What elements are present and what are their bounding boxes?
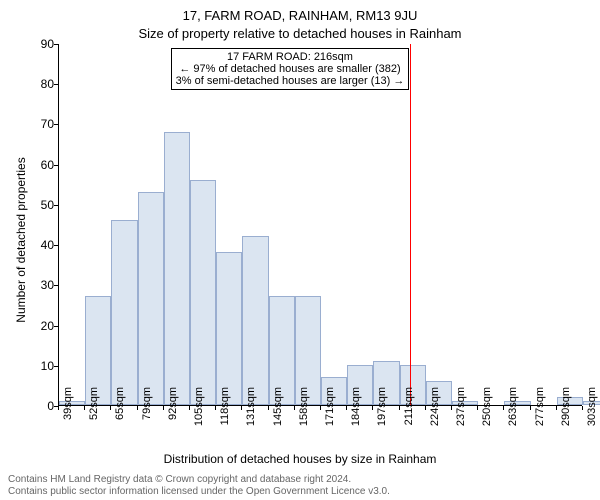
x-tick-label: 92sqm [167, 387, 179, 437]
x-tick-mark [425, 406, 426, 410]
x-tick-mark [189, 406, 190, 410]
x-tick-mark [503, 406, 504, 410]
x-tick-label: 290sqm [560, 387, 572, 437]
histogram-bar [190, 180, 216, 405]
x-tick-label: 131sqm [245, 387, 257, 437]
annotation-address: 17 FARM ROAD: 216sqm [176, 51, 405, 63]
x-tick-label: 158sqm [298, 387, 310, 437]
annotation-larger: 3% of semi-detached houses are larger (1… [176, 75, 405, 87]
y-tick-mark [54, 84, 58, 85]
x-tick-label: 277sqm [534, 387, 546, 437]
marker-line [410, 44, 411, 405]
x-tick-mark [556, 406, 557, 410]
x-tick-label: 118sqm [219, 387, 231, 437]
chart-title-address: 17, FARM ROAD, RAINHAM, RM13 9JU [0, 8, 600, 23]
x-tick-mark [268, 406, 269, 410]
x-tick-mark [294, 406, 295, 410]
y-tick-label: 50 [30, 198, 54, 212]
y-tick-mark [54, 165, 58, 166]
y-tick-mark [54, 124, 58, 125]
y-tick-label: 20 [30, 319, 54, 333]
y-tick-mark [54, 245, 58, 246]
plot-area: 17 FARM ROAD: 216sqm ← 97% of detached h… [58, 44, 582, 406]
y-tick-mark [54, 366, 58, 367]
y-tick-label: 60 [30, 158, 54, 172]
x-tick-label: 65sqm [114, 387, 126, 437]
x-tick-label: 184sqm [350, 387, 362, 437]
histogram-bar [216, 252, 242, 405]
x-tick-mark [451, 406, 452, 410]
x-tick-label: 303sqm [586, 387, 598, 437]
x-tick-label: 145sqm [272, 387, 284, 437]
y-tick-label: 90 [30, 37, 54, 51]
x-tick-label: 211sqm [403, 387, 415, 437]
footer-attribution: Contains HM Land Registry data © Crown c… [8, 474, 390, 498]
x-axis-label: Distribution of detached houses by size … [0, 452, 600, 466]
x-tick-mark [582, 406, 583, 410]
x-tick-label: 79sqm [141, 387, 153, 437]
y-tick-mark [54, 205, 58, 206]
y-axis-label: Number of detached properties [14, 140, 28, 340]
x-tick-mark [110, 406, 111, 410]
histogram-bar [242, 236, 270, 405]
x-tick-mark [84, 406, 85, 410]
x-tick-label: 52sqm [88, 387, 100, 437]
histogram-bar [164, 132, 190, 406]
y-tick-label: 70 [30, 117, 54, 131]
y-tick-label: 0 [30, 399, 54, 413]
y-tick-label: 40 [30, 238, 54, 252]
histogram-bar [138, 192, 164, 405]
x-tick-mark [137, 406, 138, 410]
x-tick-label: 263sqm [507, 387, 519, 437]
annotation-smaller: ← 97% of detached houses are smaller (38… [176, 63, 405, 75]
x-tick-label: 224sqm [429, 387, 441, 437]
x-tick-mark [215, 406, 216, 410]
x-tick-label: 237sqm [455, 387, 467, 437]
y-tick-mark [54, 326, 58, 327]
x-tick-mark [530, 406, 531, 410]
y-tick-mark [54, 44, 58, 45]
x-tick-mark [399, 406, 400, 410]
x-tick-mark [477, 406, 478, 410]
x-tick-mark [346, 406, 347, 410]
annotation-box: 17 FARM ROAD: 216sqm ← 97% of detached h… [171, 48, 410, 90]
x-tick-mark [372, 406, 373, 410]
x-tick-mark [58, 406, 59, 410]
x-tick-mark [163, 406, 164, 410]
chart-title-description: Size of property relative to detached ho… [0, 26, 600, 41]
histogram-bar [111, 220, 139, 405]
x-tick-mark [241, 406, 242, 410]
x-tick-mark [320, 406, 321, 410]
x-tick-label: 105sqm [193, 387, 205, 437]
y-tick-label: 10 [30, 359, 54, 373]
footer-line-1: Contains HM Land Registry data © Crown c… [8, 474, 390, 486]
y-tick-mark [54, 285, 58, 286]
x-tick-label: 171sqm [324, 387, 336, 437]
y-tick-label: 80 [30, 77, 54, 91]
footer-line-2: Contains public sector information licen… [8, 486, 390, 498]
x-tick-label: 39sqm [62, 387, 74, 437]
y-tick-label: 30 [30, 278, 54, 292]
x-tick-label: 197sqm [376, 387, 388, 437]
x-tick-label: 250sqm [481, 387, 493, 437]
